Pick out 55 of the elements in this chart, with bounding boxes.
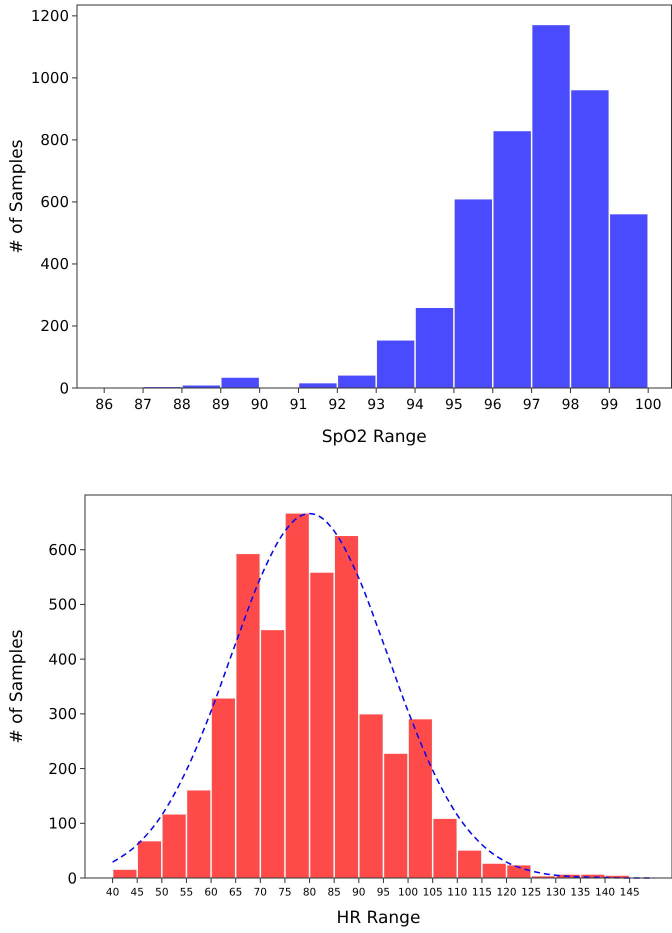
y-tick-label: 600: [48, 540, 77, 559]
x-tick-label: 120: [496, 886, 517, 898]
x-tick-label: 140: [595, 886, 616, 898]
x-tick-label: 91: [290, 397, 308, 413]
x-tick-label: 90: [250, 397, 269, 413]
x-tick-label: 95: [444, 397, 463, 413]
y-tick-label: 400: [40, 255, 69, 274]
x-tick-label: 80: [302, 886, 316, 898]
x-tick-label: 90: [352, 886, 366, 898]
y-tick-label: 200: [40, 317, 69, 336]
x-tick-label: 105: [422, 886, 443, 898]
x-tick-label: 50: [155, 886, 169, 898]
x-tick-label: 87: [134, 397, 152, 413]
y-tick-label: 0: [59, 379, 69, 398]
x-tick-label: 88: [173, 397, 191, 413]
x-tick-label: 89: [212, 397, 230, 413]
y-tick-label: 400: [48, 650, 77, 668]
x-tick-label: 95: [376, 886, 390, 898]
x-tick-label: 94: [406, 397, 424, 413]
y-tick-label: 200: [48, 760, 77, 778]
y-tick-label: 1200: [30, 7, 69, 26]
y-tick-label: 500: [48, 596, 77, 614]
x-tick-label: 85: [327, 886, 341, 898]
x-axis-title: SpO2 Range: [322, 427, 427, 447]
x-tick-label: 65: [229, 886, 242, 898]
x-tick-label: 99: [600, 397, 618, 413]
x-tick-label: 45: [130, 886, 144, 898]
y-tick-label: 1000: [30, 69, 69, 88]
x-tick-label: 97: [522, 397, 541, 413]
y-tick-label: 800: [40, 131, 69, 150]
y-axis-title: # of Samples: [7, 139, 27, 254]
x-tick-label: 70: [254, 886, 267, 898]
y-tick-label: 300: [48, 705, 77, 724]
x-tick-label: 60: [204, 886, 218, 898]
x-tick-label: 86: [95, 397, 114, 413]
y-tick-label: 0: [67, 869, 77, 888]
x-tick-label: 125: [521, 886, 542, 898]
x-tick-label: 110: [447, 886, 468, 898]
x-tick-label: 96: [484, 397, 502, 413]
x-tick-label: 40: [106, 886, 120, 898]
x-tick-label: 135: [570, 886, 590, 898]
x-axis-title: HR Range: [336, 908, 420, 928]
x-tick-label: 75: [278, 886, 292, 898]
x-tick-label: 92: [328, 397, 346, 413]
x-tick-label: 145: [620, 886, 640, 898]
x-tick-label: 55: [180, 886, 194, 898]
x-tick-label: 130: [546, 886, 566, 898]
x-tick-label: 100: [398, 886, 418, 898]
y-tick-label: 100: [48, 814, 77, 833]
x-tick-label: 115: [472, 886, 492, 898]
x-tick-label: 93: [367, 397, 386, 413]
y-tick-label: 600: [40, 193, 69, 212]
x-tick-label: 98: [562, 397, 580, 413]
x-tick-label: 100: [634, 397, 662, 413]
y-axis-title: # of Samples: [7, 629, 27, 744]
